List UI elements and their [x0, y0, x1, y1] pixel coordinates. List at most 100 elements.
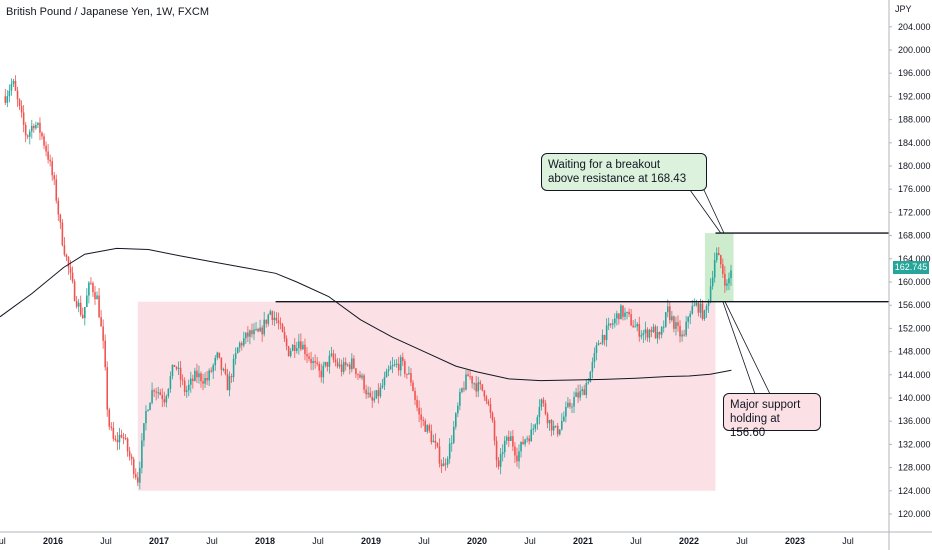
candle-body — [609, 323, 612, 325]
candle-body — [240, 343, 243, 346]
y-tick-label: 164.000 — [898, 254, 931, 264]
candle-body — [310, 358, 312, 364]
candle-body — [428, 425, 431, 431]
candle-body — [538, 407, 541, 418]
candle-body — [414, 390, 416, 400]
candle-body — [536, 417, 539, 425]
y-tick-label: 188.000 — [898, 115, 931, 125]
candle-body — [565, 406, 567, 417]
candle-body — [406, 373, 408, 375]
candle-body — [581, 389, 583, 392]
candle-body — [512, 436, 514, 447]
candle-body — [614, 318, 616, 324]
candle-body — [424, 420, 427, 432]
candle-body — [546, 413, 549, 424]
candle-body — [10, 83, 13, 91]
x-tick-label: Jul — [524, 536, 536, 546]
candle-body — [214, 357, 217, 366]
candle-body — [642, 333, 645, 336]
candle-body — [573, 396, 575, 407]
candle-body — [587, 382, 590, 384]
candle-body — [269, 311, 272, 315]
candle-body — [361, 375, 363, 378]
candle-body — [377, 390, 380, 397]
y-tick-label: 176.000 — [898, 184, 931, 194]
candle-body — [159, 392, 162, 395]
candle-body — [12, 80, 15, 84]
candle-body — [528, 438, 530, 442]
candle-body — [98, 295, 100, 318]
candle-body — [516, 455, 518, 462]
candle-body — [493, 420, 496, 441]
candle-body — [491, 412, 494, 421]
candle-body — [224, 369, 227, 374]
y-tick-label: 136.000 — [898, 416, 931, 426]
candle-body — [334, 359, 337, 363]
candle-body — [255, 328, 257, 330]
candle-body — [542, 399, 545, 404]
candle-body — [143, 423, 145, 441]
x-tick-label: Jul — [736, 536, 748, 546]
candle-body — [108, 409, 111, 427]
candle-body — [49, 159, 51, 162]
candle-body — [324, 362, 327, 366]
candle-body — [455, 413, 457, 427]
candle-body — [322, 365, 325, 378]
candle-body — [467, 374, 469, 377]
candle-body — [416, 399, 418, 408]
candle-body — [720, 255, 722, 265]
candle-body — [6, 96, 9, 103]
candle-body — [249, 330, 251, 337]
candle-body — [465, 374, 467, 390]
candle-body — [179, 367, 182, 380]
candle-body — [253, 329, 255, 335]
candle-body — [220, 357, 223, 370]
candle-body — [677, 322, 679, 326]
candle-body — [489, 403, 492, 413]
candle-body — [39, 122, 41, 133]
candle-body — [701, 303, 704, 319]
candle-body — [418, 407, 420, 415]
candle-body — [477, 382, 480, 392]
candle-body — [540, 399, 543, 408]
candle-body — [271, 311, 274, 321]
candle-body — [120, 434, 123, 438]
candle-body — [448, 443, 451, 459]
candle-body — [92, 283, 94, 293]
candle-body — [726, 283, 728, 286]
candle-body — [548, 419, 551, 424]
candle-body — [281, 324, 284, 332]
candle-body — [452, 426, 455, 443]
x-tick-label: 2020 — [467, 536, 487, 546]
candle-body — [344, 362, 347, 366]
candle-body — [130, 456, 133, 460]
candle-body — [145, 410, 147, 424]
candle-body — [369, 392, 371, 397]
candle-body — [558, 429, 561, 435]
candle-body — [593, 352, 596, 363]
candle-body — [134, 474, 137, 478]
candle-body — [245, 332, 247, 339]
candle-body — [312, 361, 314, 364]
candle-body — [59, 214, 62, 223]
candle-body — [402, 357, 404, 362]
candle-body — [137, 477, 139, 483]
candle-body — [379, 387, 382, 397]
candle-body — [141, 440, 143, 468]
moving-average-line — [0, 247, 732, 382]
x-tick-label: 2017 — [149, 536, 169, 546]
candle-body — [420, 414, 422, 420]
candle-body — [385, 371, 388, 378]
candle-body — [628, 311, 630, 315]
candle-body — [381, 385, 384, 388]
y-tick-label: 148.000 — [898, 347, 931, 357]
candle-body — [567, 402, 569, 407]
candle-body — [353, 358, 355, 369]
candle-body — [705, 306, 708, 311]
candle-body — [247, 332, 249, 337]
candle-body — [446, 458, 449, 465]
candle-body — [626, 311, 628, 313]
candle-body — [618, 313, 620, 320]
candle-body — [440, 463, 443, 467]
